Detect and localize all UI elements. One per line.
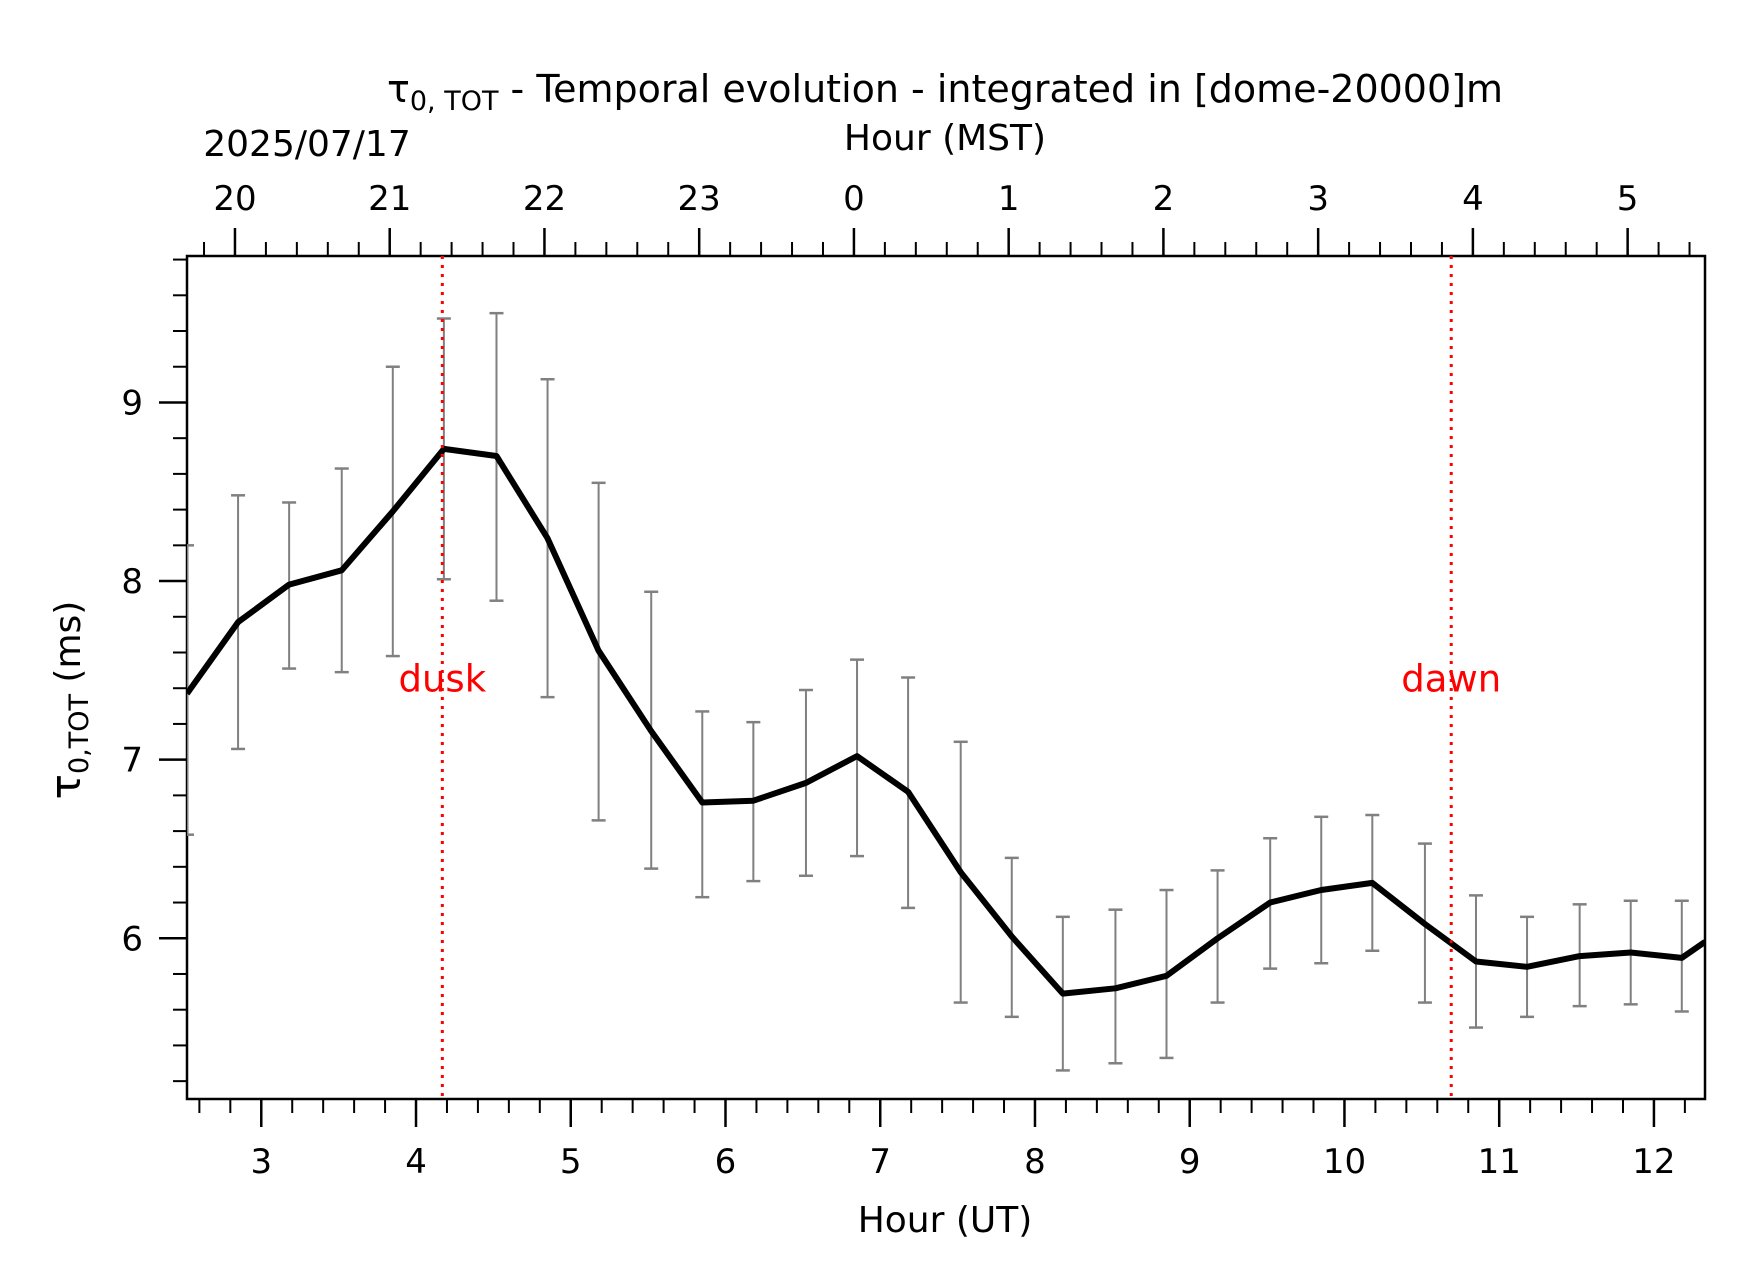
y-tick-label: 7 bbox=[121, 741, 143, 781]
top-x-tick-label: 21 bbox=[368, 179, 411, 219]
y-tick-label: 9 bbox=[121, 383, 143, 423]
x-tick-label: 10 bbox=[1323, 1142, 1366, 1182]
x-axis-title: Hour (UT) bbox=[858, 1200, 1033, 1241]
title-rest: - Temporal evolution - integrated in [do… bbox=[498, 67, 1503, 111]
top-x-tick-label: 23 bbox=[678, 179, 721, 219]
top-x-tick-label: 3 bbox=[1307, 179, 1329, 219]
x-tick-label: 7 bbox=[869, 1142, 891, 1182]
ylabel-rest: (ms) bbox=[48, 601, 89, 694]
ylabel-subscript: 0,TOT bbox=[64, 694, 95, 775]
x-tick-label: 11 bbox=[1478, 1142, 1521, 1182]
series-line bbox=[187, 445, 1705, 997]
x-tick-label: 6 bbox=[715, 1142, 737, 1182]
top-x-tick-label: 4 bbox=[1462, 179, 1484, 219]
top-x-tick-label: 5 bbox=[1617, 179, 1639, 219]
top-x-axis-title: Hour (MST) bbox=[844, 118, 1046, 159]
title-symbol: τ bbox=[387, 67, 410, 111]
top-x-tick-label: 1 bbox=[998, 179, 1020, 219]
x-tick-label: 3 bbox=[250, 1142, 272, 1182]
x-tick-label: 12 bbox=[1632, 1142, 1675, 1182]
top-x-tick-label: 2 bbox=[1153, 179, 1175, 219]
x-tick-label: 8 bbox=[1024, 1142, 1046, 1182]
dawn-label: dawn bbox=[1401, 657, 1501, 700]
top-x-tick-label: 0 bbox=[843, 179, 865, 219]
ylabel-symbol: τ bbox=[41, 774, 90, 799]
top-x-tick-label: 22 bbox=[523, 179, 566, 219]
x-tick-label: 4 bbox=[405, 1142, 427, 1182]
date-label: 2025/07/17 bbox=[203, 124, 411, 165]
data-layer bbox=[187, 256, 1705, 1099]
x-tick-label: 9 bbox=[1179, 1142, 1201, 1182]
dusk-label: dusk bbox=[399, 657, 487, 700]
y-axis-title: τ0,TOT (ms) bbox=[41, 601, 95, 800]
error-bar bbox=[187, 544, 194, 836]
x-tick-label: 5 bbox=[560, 1142, 582, 1182]
y-tick-label: 8 bbox=[121, 562, 143, 602]
plot-title: τ0, TOT - Temporal evolution - integrate… bbox=[387, 67, 1503, 117]
y-tick-label: 6 bbox=[121, 919, 143, 959]
title-subscript: 0, TOT bbox=[410, 86, 499, 117]
top-x-tick-label: 20 bbox=[213, 179, 256, 219]
